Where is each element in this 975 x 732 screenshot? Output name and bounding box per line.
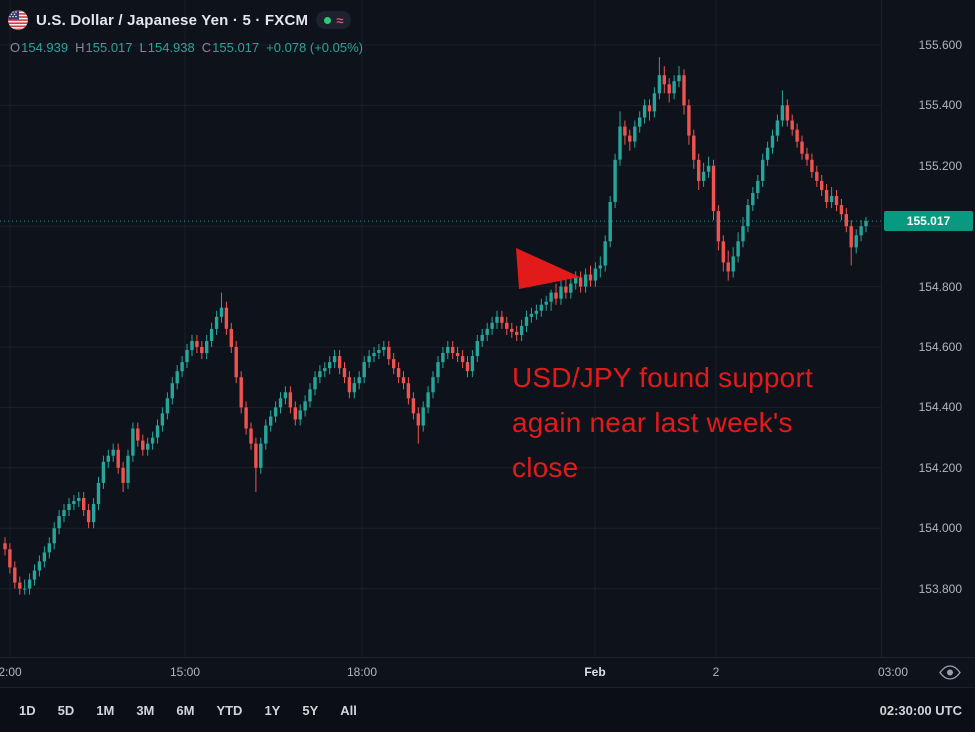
market-open-dot-icon (324, 16, 332, 24)
range-button-1m[interactable]: 1M (96, 702, 115, 718)
range-button-1d[interactable]: 1D (19, 702, 36, 718)
price-axis-label: 154.400 (918, 400, 962, 414)
time-axis-label: Feb (584, 665, 606, 679)
range-toolbar: 1D 5D 1M 3M 6M YTD 1Y 5Y All 02:30:00 UT… (0, 687, 975, 732)
price-axis[interactable]: 155.600 155.400 155.200 154.800 154.600 154.4… (881, 0, 975, 657)
range-button-5y[interactable]: 5Y (302, 702, 319, 718)
range-button-6m[interactable]: 6M (176, 702, 195, 718)
close-value: 155.017 (212, 40, 260, 55)
price-axis-label: 154.800 (918, 280, 962, 294)
range-buttons: 1D 5D 1M 3M 6M YTD 1Y 5Y All (0, 698, 366, 723)
price-axis-label: 155.200 (918, 159, 962, 173)
range-button-5d[interactable]: 5D (57, 702, 75, 718)
symbol-title[interactable]: U.S. Dollar / Japanese Yen · 5 · FXCM (36, 11, 309, 29)
open-label: O (10, 40, 21, 55)
time-axis-label: 15:00 (169, 665, 201, 679)
data-feed-wave-icon: ≈ (336, 12, 344, 28)
range-button-3m[interactable]: 3M (136, 702, 155, 718)
symbol-header: U.S. Dollar / Japanese Yen · 5 · FXCM ≈ (8, 10, 352, 30)
eye-icon[interactable] (939, 665, 961, 685)
low-value: 154.938 (147, 40, 195, 55)
candlestick-chart[interactable] (0, 0, 881, 657)
annotation-text: USD/JPY found support again near last we… (512, 355, 813, 490)
current-price-badge: 155.017 (884, 211, 973, 231)
time-axis-label: 2:00 (0, 665, 22, 679)
market-status-pill[interactable]: ≈ (316, 11, 352, 29)
price-axis-label: 153.800 (918, 582, 962, 596)
time-axis-label: 2 (712, 665, 720, 679)
change-value: +0.078 (+0.05%) (266, 40, 363, 55)
range-button-all[interactable]: All (340, 702, 357, 718)
range-button-ytd[interactable]: YTD (216, 702, 243, 718)
range-button-1y[interactable]: 1Y (264, 702, 281, 718)
ohlc-readout: O 154.939 H 155.017 L 154.938 C 155.017 +0.0… (10, 40, 363, 55)
annotation-arrow (516, 248, 580, 289)
price-axis-label: 154.600 (918, 340, 962, 354)
price-axis-label: 154.000 (918, 521, 962, 535)
chart-region: U.S. Dollar / Japanese Yen · 5 · FXCM ≈ … (0, 0, 975, 657)
open-value: 154.939 (21, 40, 69, 55)
price-axis-label: 155.600 (918, 38, 962, 52)
low-label: L (139, 40, 147, 55)
time-axis-label: 03:00 (877, 665, 909, 679)
close-label: C (201, 40, 212, 55)
timezone-clock[interactable]: 02:30:00 UTC (879, 702, 962, 718)
high-value: 155.017 (85, 40, 133, 55)
annotation-line-1: USD/JPY found support (512, 362, 813, 393)
annotation-line-2: again near last week's (512, 407, 793, 438)
high-label: H (75, 40, 85, 55)
price-axis-label: 155.400 (918, 98, 962, 112)
price-axis-label: 154.200 (918, 461, 962, 475)
time-axis-label: 18:00 (346, 665, 378, 679)
time-axis[interactable]: 2:00 15:00 18:00 Feb 2 03:00 (0, 657, 975, 687)
annotation-line-3: close (512, 452, 579, 483)
us-flag-icon (8, 10, 28, 30)
